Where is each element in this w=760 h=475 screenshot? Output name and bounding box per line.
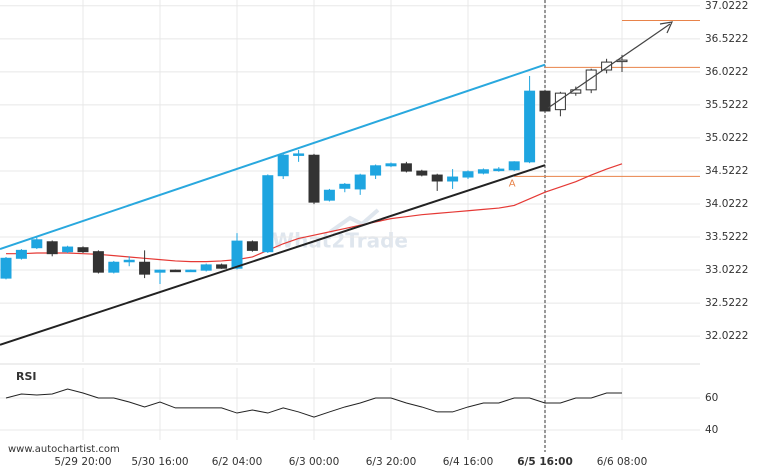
watermark-logo bbox=[328, 208, 380, 234]
candle-body bbox=[31, 239, 43, 249]
y-tick-label: 37.0222 bbox=[705, 0, 748, 12]
candle-body bbox=[46, 241, 58, 255]
projection-arrow bbox=[547, 21, 674, 109]
candle-body bbox=[246, 241, 258, 251]
rsi-line bbox=[5, 388, 622, 418]
x-tick-label: 5/30 16:00 bbox=[131, 456, 188, 468]
x-tick-label: 6/3 20:00 bbox=[366, 456, 417, 468]
candle-body bbox=[524, 90, 536, 163]
candle-body bbox=[139, 261, 151, 275]
arrow-head bbox=[659, 21, 674, 34]
channel-line bbox=[0, 63, 546, 250]
candle-body bbox=[539, 90, 551, 112]
candle-body bbox=[570, 89, 582, 94]
y-tick-label: 35.5222 bbox=[705, 99, 748, 111]
candle-body bbox=[216, 264, 228, 269]
candle-body bbox=[431, 174, 443, 182]
candle-body bbox=[262, 175, 274, 253]
candle-body bbox=[447, 176, 459, 182]
candle-body bbox=[385, 163, 397, 167]
candle-body bbox=[0, 257, 12, 279]
y-tick-label: 35.0222 bbox=[705, 132, 748, 144]
candle-body bbox=[554, 92, 566, 111]
candle-body bbox=[123, 259, 135, 263]
rsi-title: RSI bbox=[16, 370, 37, 383]
x-tick-label: 6/2 04:00 bbox=[212, 456, 263, 468]
moving-average bbox=[6, 163, 623, 263]
candle-body bbox=[616, 59, 628, 63]
candle-body bbox=[585, 69, 597, 91]
candle-body bbox=[339, 183, 351, 189]
candle-body bbox=[416, 170, 428, 176]
x-tick-label: 6/3 00:00 bbox=[289, 456, 340, 468]
y-tick-label: 34.5222 bbox=[705, 165, 748, 177]
candle-body bbox=[108, 261, 120, 273]
x-tick-label: 6/5 16:00 bbox=[517, 456, 573, 468]
candle-body bbox=[477, 169, 489, 174]
x-tick-label: 6/6 08:00 bbox=[597, 456, 648, 468]
y-tick-label: 32.5222 bbox=[705, 297, 748, 309]
candle-body bbox=[200, 264, 212, 271]
candle-body bbox=[92, 251, 104, 273]
candle-body bbox=[169, 269, 181, 273]
candle-body bbox=[62, 246, 74, 253]
candle-body bbox=[293, 153, 305, 156]
candle-body bbox=[277, 154, 289, 177]
x-tick-label: 5/29 20:00 bbox=[54, 456, 111, 468]
annotation: A bbox=[509, 179, 516, 190]
candle-body bbox=[601, 61, 613, 71]
rsi-tick-label: 60 bbox=[705, 392, 718, 404]
y-tick-label: 32.0222 bbox=[705, 330, 748, 342]
source: www.autochartist.com bbox=[8, 444, 120, 455]
y-tick-label: 36.5222 bbox=[705, 33, 748, 45]
channel-line bbox=[0, 164, 546, 346]
candle-body bbox=[493, 168, 505, 172]
candle-body bbox=[231, 240, 243, 269]
y-tick-label: 36.0222 bbox=[705, 66, 748, 78]
candle-body bbox=[185, 269, 197, 273]
candle-body bbox=[308, 154, 320, 203]
candle-body bbox=[15, 249, 27, 259]
candle-body bbox=[323, 189, 335, 201]
candle-body bbox=[400, 163, 412, 172]
x-tick-label: 6/4 16:00 bbox=[443, 456, 494, 468]
candle-body bbox=[77, 247, 89, 253]
rsi-tick-label: 40 bbox=[705, 424, 718, 436]
candle-body bbox=[154, 269, 166, 273]
candle-body bbox=[462, 171, 474, 178]
y-tick-label: 34.0222 bbox=[705, 198, 748, 210]
arrow-line bbox=[547, 23, 671, 109]
candle-body bbox=[508, 161, 520, 171]
y-tick-label: 33.0222 bbox=[705, 264, 748, 276]
candle-body bbox=[370, 165, 382, 176]
candle-body bbox=[354, 174, 366, 190]
y-tick-label: 33.5222 bbox=[705, 231, 748, 243]
